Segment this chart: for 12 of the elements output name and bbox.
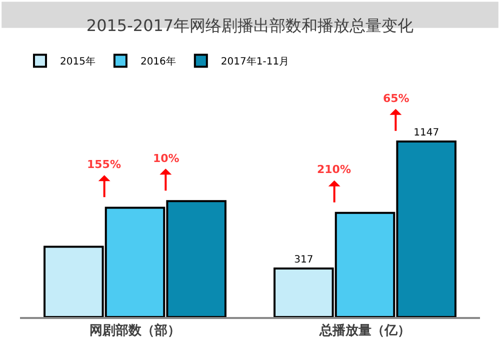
data-label: 317 bbox=[294, 254, 314, 266]
annotation: 155% bbox=[87, 158, 121, 171]
legend-label: 2017年1-11月 bbox=[220, 56, 290, 68]
annotation: 210% bbox=[317, 163, 351, 176]
x-tick-label: 总播放量（亿） bbox=[318, 322, 410, 339]
legend-label: 2016年 bbox=[140, 56, 176, 68]
x-tick-label: 网剧部数（部） bbox=[90, 322, 180, 339]
annotation: 10% bbox=[153, 152, 180, 165]
data-label: 1147 bbox=[414, 127, 440, 138]
legend-label: 2015年 bbox=[60, 56, 96, 68]
text: 65% bbox=[383, 92, 410, 105]
chart-title: 2015-2017年网络剧播出部数和播放总量变化 bbox=[86, 16, 414, 35]
